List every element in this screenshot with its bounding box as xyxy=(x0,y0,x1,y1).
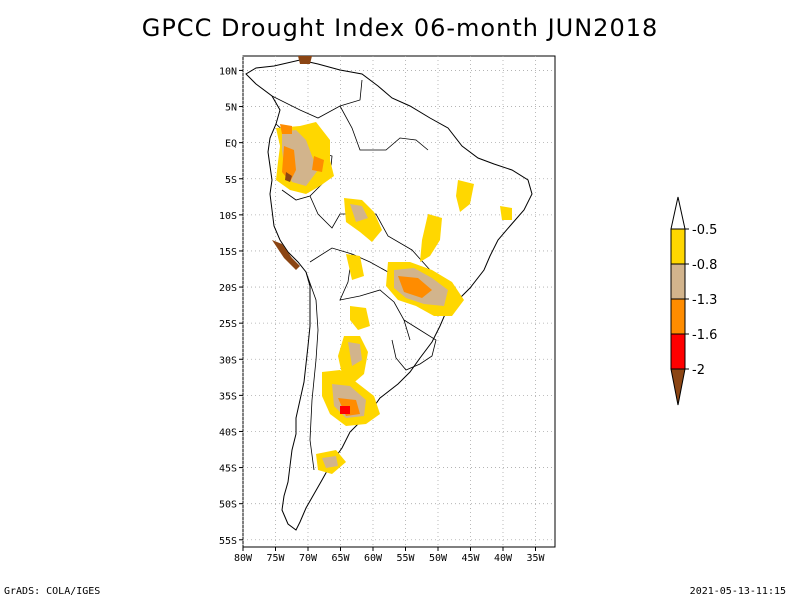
lon-tick-label: 65W xyxy=(331,553,350,564)
lon-tick-label: 55W xyxy=(396,553,415,564)
lon-tick-label: 80W xyxy=(234,553,253,564)
lat-tick-label: 5N xyxy=(225,103,237,114)
lon-tick-label: 60W xyxy=(364,553,383,564)
lon-tick-label: 75W xyxy=(266,553,285,564)
legend-label: -0.5 xyxy=(692,223,717,238)
legend-colorbar: -0.5 -0.8 -1.3 -1.6 -2 xyxy=(670,196,717,406)
legend-swatch xyxy=(670,263,686,300)
drought-shading xyxy=(272,56,512,474)
map-title: GPCC Drought Index 06-month JUN2018 xyxy=(141,14,659,42)
lon-tick-label: 50W xyxy=(429,553,448,564)
lat-tick-label: 20S xyxy=(219,283,237,294)
lat-tick-label: 50S xyxy=(219,500,237,511)
longitude-tick-labels: 80W 75W 70W 65W 60W 55W 50W 45W 40W 35W xyxy=(234,553,546,564)
legend-label: -1.3 xyxy=(692,293,717,308)
lat-tick-label: 15S xyxy=(219,247,237,258)
south-america-coastline xyxy=(245,59,533,531)
lat-tick-label: 10N xyxy=(219,66,237,77)
lat-tick-label: 10S xyxy=(219,211,237,222)
lon-tick-label: 40W xyxy=(494,553,513,564)
legend-swatch xyxy=(670,228,686,265)
legend-label: -0.8 xyxy=(692,258,717,273)
lon-tick-label: 45W xyxy=(461,553,480,564)
lat-tick-label: 40S xyxy=(219,427,237,438)
lat-tick-label: 35S xyxy=(219,391,237,402)
lat-tick-label: 55S xyxy=(219,536,237,547)
footer-credit: GrADS: COLA/IGES xyxy=(4,586,101,597)
country-borders xyxy=(271,79,437,471)
lat-tick-label: EQ xyxy=(225,139,237,150)
legend-label: -1.6 xyxy=(692,328,717,343)
legend-swatch xyxy=(670,196,686,230)
lat-tick-label: 45S xyxy=(219,464,237,475)
footer-timestamp: 2021-05-13-11:15 xyxy=(689,586,786,597)
legend-swatch xyxy=(670,298,686,335)
lat-tick-label: 30S xyxy=(219,355,237,366)
lat-tick-label: 5S xyxy=(225,175,237,186)
lat-tick-label: 25S xyxy=(219,319,237,330)
legend-label: -2 xyxy=(692,363,705,378)
lon-tick-label: 70W xyxy=(299,553,318,564)
lon-tick-label: 35W xyxy=(526,553,545,564)
latitude-tick-labels: 10N 5N EQ 5S 10S 15S 20S 25S 30S 35S 40S 45S 50S 55S xyxy=(219,66,237,546)
legend-swatch xyxy=(670,333,686,370)
legend-swatch xyxy=(670,368,686,406)
